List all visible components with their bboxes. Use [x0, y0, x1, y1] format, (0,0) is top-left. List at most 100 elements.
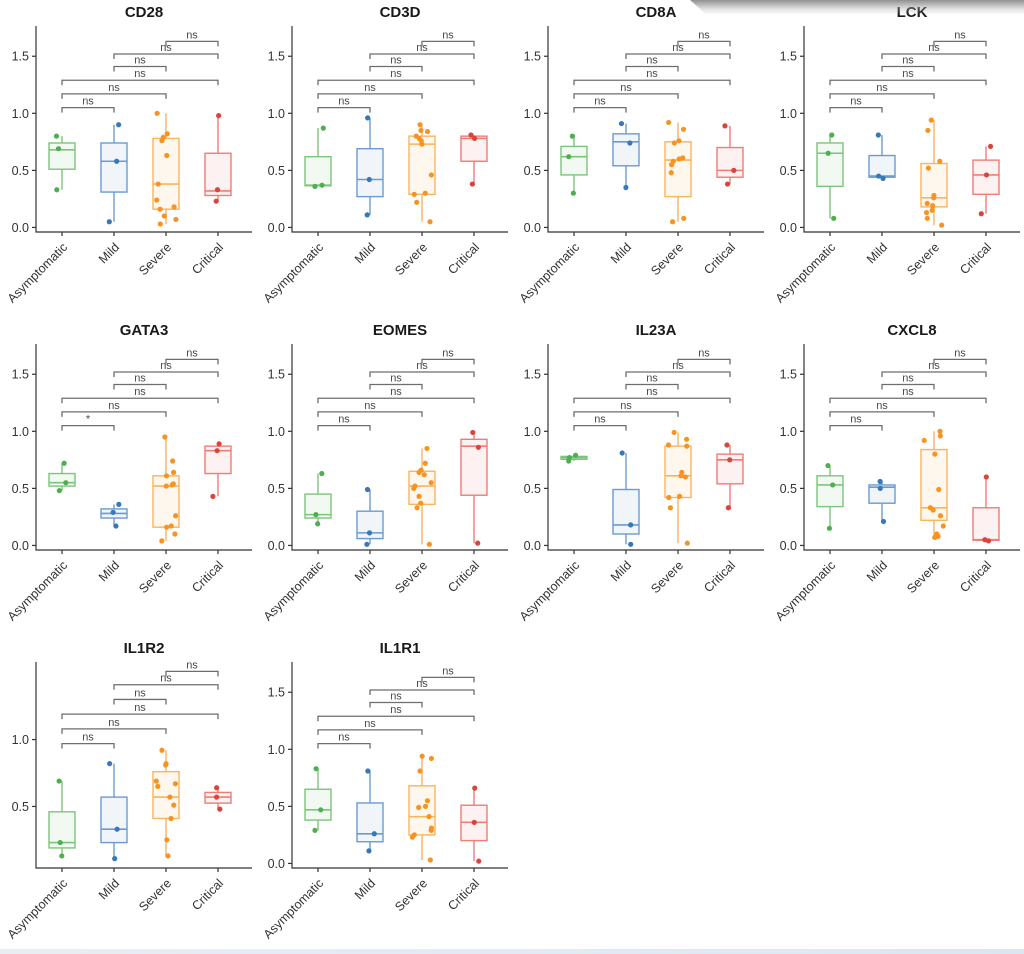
- data-point: [829, 132, 835, 138]
- data-point: [428, 755, 435, 762]
- iqr-box: [48, 472, 76, 487]
- sig-bracket: [625, 53, 731, 59]
- data-point: [684, 540, 690, 546]
- data-point: [668, 170, 674, 176]
- data-point: [931, 195, 937, 201]
- data-point: [114, 158, 120, 164]
- sig-label: ns: [416, 360, 428, 372]
- sig-bracket: [573, 79, 731, 86]
- data-point: [364, 486, 371, 493]
- sig-bracket: [573, 411, 679, 417]
- box-mild: [100, 122, 128, 225]
- panel-title: CD28: [125, 4, 163, 21]
- data-point: [319, 470, 325, 477]
- sig-bracket: [369, 689, 475, 695]
- data-point: [61, 460, 67, 466]
- boxplot-cd3d: CD3D 0.0 0.5 1.0 1.5 Asymptomatic Mild Severe Cr…: [261, 4, 508, 306]
- data-point: [937, 428, 943, 434]
- data-point: [169, 458, 176, 464]
- data-point: [173, 216, 179, 223]
- x-axis-label-critical: Critical: [189, 876, 226, 913]
- box-mild: [612, 450, 640, 547]
- data-point: [371, 831, 377, 837]
- data-point: [162, 434, 168, 440]
- sig-bracket: [317, 715, 475, 722]
- sig-label: ns: [390, 373, 402, 385]
- box-asymptomatic: [304, 470, 332, 527]
- box-mild: [868, 478, 896, 525]
- iqr-box: [100, 142, 128, 193]
- sig-bracket: [317, 411, 423, 417]
- data-point: [421, 472, 427, 478]
- y-tick-label: 0.5: [12, 164, 29, 178]
- box-asymptomatic: [816, 462, 844, 531]
- sig-label: ns: [928, 360, 940, 372]
- x-axis-label-mild: Mild: [608, 240, 634, 266]
- data-point: [923, 209, 930, 216]
- sig-label: ns: [442, 347, 454, 359]
- x-axis-label-mild: Mild: [352, 240, 378, 266]
- data-point: [409, 834, 415, 840]
- data-point: [426, 541, 432, 547]
- panel-title: IL1R2: [124, 640, 165, 657]
- sig-bracket: [317, 106, 371, 113]
- data-point: [678, 473, 684, 479]
- screenshot-artifact-bottom-strip: [0, 949, 1024, 954]
- iqr-box: [560, 145, 588, 176]
- sig-bracket: [677, 358, 731, 365]
- data-point: [110, 509, 116, 515]
- sig-label: ns: [134, 386, 146, 398]
- sig-bracket: [933, 40, 987, 47]
- data-point: [422, 190, 428, 196]
- sig-label: ns: [338, 414, 350, 426]
- data-point: [167, 794, 173, 800]
- iqr-box: [356, 802, 384, 843]
- data-point: [417, 768, 423, 774]
- x-axis-label-mild: Mild: [96, 558, 122, 584]
- data-point: [171, 469, 177, 475]
- panel-title: CD8A: [636, 4, 677, 21]
- data-point: [159, 538, 165, 544]
- data-point: [365, 768, 371, 774]
- box-severe: [664, 119, 692, 225]
- iqr-box: [48, 142, 76, 170]
- box-mild: [356, 115, 384, 218]
- axes: [291, 26, 508, 233]
- panel-title: EOMES: [373, 322, 427, 339]
- box-mild: [356, 768, 384, 854]
- data-point: [414, 199, 420, 205]
- sig-bracket: [677, 40, 731, 47]
- data-point: [364, 541, 370, 547]
- y-tick-label: 0.0: [268, 221, 285, 235]
- data-point: [924, 215, 930, 221]
- box-severe: [152, 434, 180, 544]
- data-point: [428, 480, 434, 486]
- sig-label: ns: [902, 373, 914, 385]
- y-tick-label: 1.0: [12, 733, 29, 747]
- box-critical: [972, 474, 1000, 544]
- data-point: [210, 493, 216, 499]
- sig-bracket: [317, 729, 423, 735]
- sig-bracket: [881, 53, 987, 59]
- data-point: [671, 429, 677, 436]
- data-point: [680, 126, 687, 132]
- panel-lck: LCK0.00.51.01.5AsymptomaticMildSevereCri…: [768, 0, 1024, 318]
- data-point: [320, 125, 326, 131]
- box-critical: [460, 132, 488, 187]
- sig-bracket: [829, 424, 883, 431]
- y-tick-label: 0.0: [12, 539, 29, 553]
- sig-label: ns: [390, 691, 402, 703]
- sig-bracket: [113, 698, 167, 705]
- sig-label: ns: [442, 29, 454, 41]
- boxplot-il1r1: IL1R1 0.0 0.5 1.0 1.5 Asymptomatic Mild Severe C…: [261, 640, 508, 942]
- data-point: [939, 222, 945, 228]
- data-point: [825, 462, 831, 469]
- data-point: [214, 448, 220, 454]
- y-tick-label: 0.5: [268, 800, 285, 814]
- data-point: [665, 442, 672, 448]
- sig-label: ns: [698, 347, 710, 359]
- data-point: [312, 183, 318, 189]
- sig-label: ns: [850, 414, 862, 426]
- data-point: [877, 485, 883, 491]
